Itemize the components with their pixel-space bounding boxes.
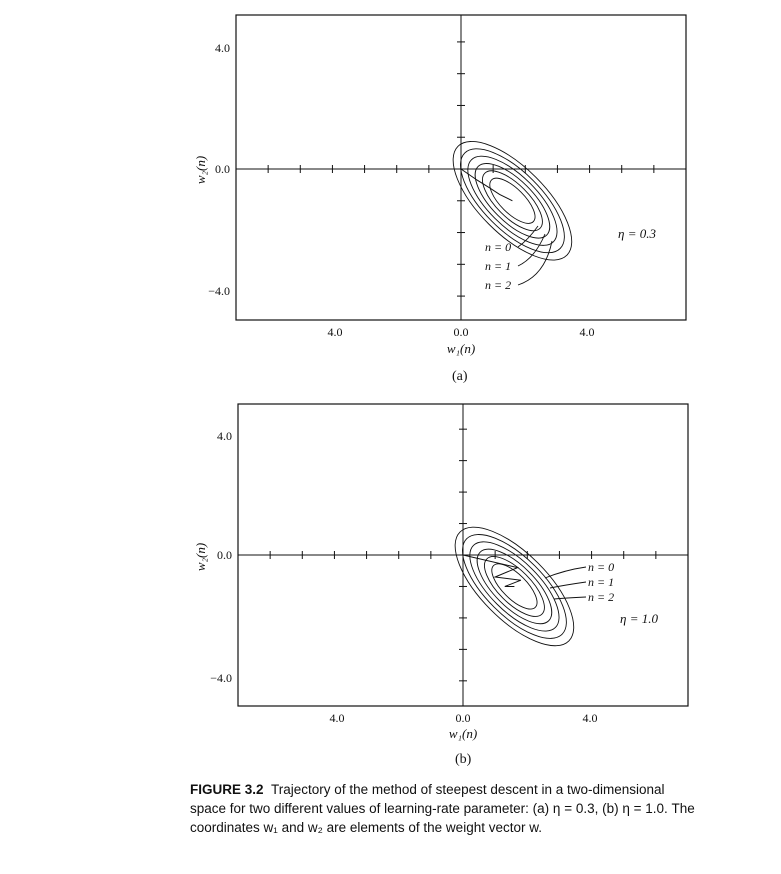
x-axis-label-a: w₁(n): [447, 341, 475, 356]
iteration-label-a-2: n = 2: [485, 278, 511, 292]
axis-ticks-a: [235, 41, 687, 297]
trajectory-line: [460, 168, 513, 202]
eta-label-b: η = 1.0: [620, 611, 658, 626]
contour-ellipse: [460, 148, 565, 254]
iteration-label-a-1: n = 1: [485, 259, 511, 273]
trajectory-b: [462, 554, 522, 587]
pointer-line-b-0: [544, 566, 587, 579]
y-tick-a-neg: −4.0: [208, 284, 230, 298]
iteration-label-b-2: n = 2: [588, 590, 614, 604]
y-tick-a-pos: 4.0: [215, 41, 230, 55]
panel-label-b: (b): [455, 752, 472, 767]
panel-b: 4.0 0.0 −4.0 4.0 0.0 4.0 w₁(n) w₂(n) η =…: [193, 403, 689, 741]
x-tick-b-right: 4.0: [583, 711, 598, 725]
contour-ellipse: [454, 526, 575, 647]
y-tick-a-zero: 0.0: [215, 162, 230, 176]
y-tick-b-zero: 0.0: [217, 548, 232, 562]
pointer-line-b-2: [553, 596, 587, 600]
y-axis-label-a: w₂(n): [193, 156, 208, 184]
y-axis-label-b: w₂(n): [193, 543, 208, 571]
x-tick-b-left: 4.0: [330, 711, 345, 725]
iteration-label-b-1: n = 1: [588, 575, 614, 589]
panel-label-a: (a): [452, 369, 468, 384]
caption-text: Trajectory of the method of steepest des…: [190, 782, 695, 835]
contour-ellipse: [476, 548, 553, 625]
iteration-label-b-0: n = 0: [588, 560, 614, 574]
contour-ellipse: [469, 541, 560, 632]
iteration-label-a-0: n = 0: [485, 240, 511, 254]
x-tick-a-zero: 0.0: [454, 325, 469, 339]
caption-figure-number: FIGURE 3.2: [190, 782, 264, 797]
eta-label-a: η = 0.3: [618, 226, 656, 241]
trajectory-line: [462, 554, 522, 587]
pointer-line-b-1: [549, 581, 587, 589]
contour-ellipse: [467, 155, 558, 246]
y-tick-b-pos: 4.0: [217, 429, 232, 443]
panel-a: 4.0 0.0 −4.0 4.0 0.0 4.0 w₁(n) w₂(n) η =…: [193, 14, 687, 356]
figure-caption: FIGURE 3.2 Trajectory of the method of s…: [190, 780, 700, 837]
contour-ellipse: [474, 163, 551, 239]
pointer-line-a-2: [517, 240, 553, 286]
contour-ellipse: [484, 556, 545, 617]
x-tick-b-zero: 0.0: [456, 711, 471, 725]
pointer-line-a-1: [517, 233, 546, 267]
contours-a: [452, 141, 573, 261]
trajectory-a: [460, 168, 513, 202]
x-tick-a-left: 4.0: [328, 325, 343, 339]
x-axis-label-b: w₁(n): [449, 726, 477, 741]
contour-ellipse: [491, 563, 538, 610]
contours-b: [454, 526, 575, 647]
contour-ellipse: [482, 170, 543, 232]
contour-ellipse: [452, 141, 573, 261]
axis-ticks-b: [237, 428, 689, 682]
contour-ellipse: [489, 177, 536, 224]
y-tick-b-neg: −4.0: [210, 671, 232, 685]
pointer-line-a-0: [517, 225, 539, 248]
contour-ellipse: [462, 534, 567, 639]
x-tick-a-right: 4.0: [580, 325, 595, 339]
